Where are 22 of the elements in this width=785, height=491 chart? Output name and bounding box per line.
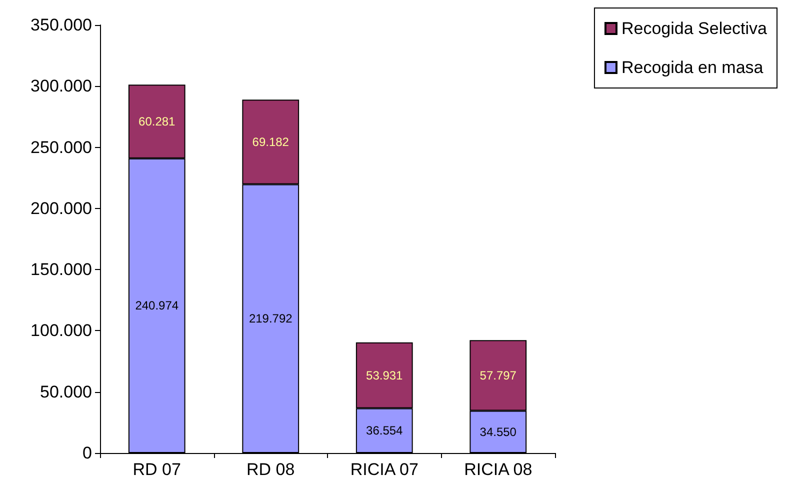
data-label: 240.974 xyxy=(135,298,179,313)
data-label: 36.554 xyxy=(366,424,404,438)
y-tick-label: 200.000 xyxy=(30,198,92,218)
y-tick-label: 50.000 xyxy=(40,382,92,402)
data-label: 53.931 xyxy=(366,368,404,382)
data-label: 57.797 xyxy=(480,368,517,382)
y-tick-label: 0 xyxy=(82,444,92,462)
y-tick-label: 100.000 xyxy=(30,321,92,340)
y-tick-label: 250.000 xyxy=(30,138,92,157)
data-label: 219.792 xyxy=(248,312,293,326)
y-tick-label: 350.000 xyxy=(30,16,92,34)
x-tick-label: RICIA 07 xyxy=(350,460,418,479)
y-tick-label: 300.000 xyxy=(30,76,92,96)
y-tick-label: 150.000 xyxy=(30,260,92,280)
data-label: 34.550 xyxy=(480,424,517,439)
x-tick-label: RD 08 xyxy=(246,460,295,479)
x-tick-label: RICIA 08 xyxy=(464,460,532,479)
data-label: 60.281 xyxy=(138,114,176,128)
x-tick-label: RD 07 xyxy=(132,460,181,479)
legend-label: Recogida en masa xyxy=(621,58,764,77)
legend-label: Recogida Selectiva xyxy=(621,19,768,38)
data-label: 69.182 xyxy=(252,134,290,149)
